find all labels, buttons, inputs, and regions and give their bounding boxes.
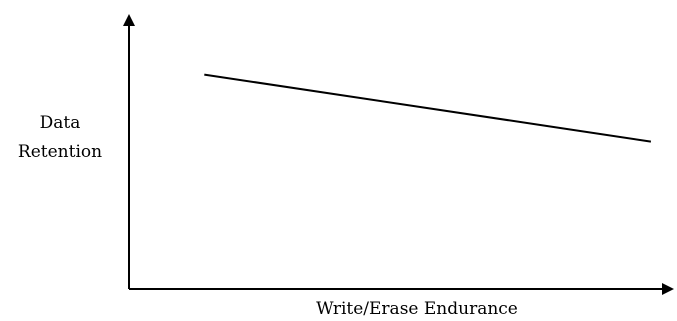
series-layer (204, 73, 652, 143)
y-axis-label-line-2: Retention (18, 142, 102, 162)
x-axis-label: Write/Erase Endurance (316, 299, 518, 319)
series-line-0 (204, 73, 652, 143)
y-axis-label-line-1: Data (40, 113, 81, 133)
